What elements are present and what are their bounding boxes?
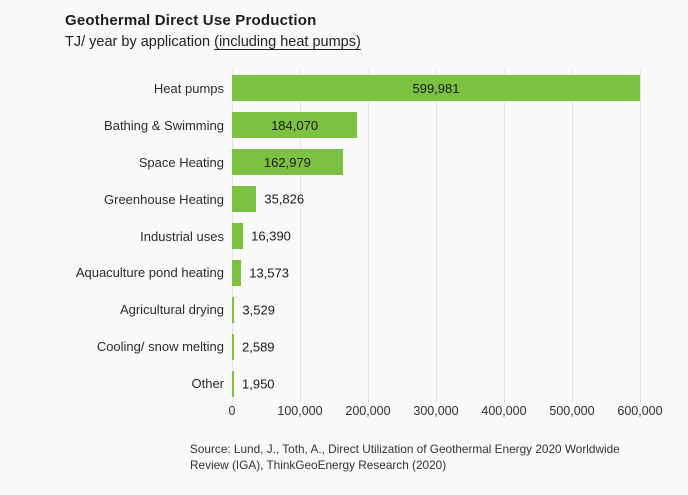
rows-layer: Heat pumps 599,981 Bathing & Swimming 184,0… xyxy=(0,70,660,402)
category-label: Bathing & Swimming xyxy=(104,117,224,133)
bar xyxy=(232,259,242,286)
bar-row: Industrial uses 16,390 xyxy=(0,218,660,255)
source-line-2: Review (IGA), ThinkGeoEnergy Research (2… xyxy=(190,457,447,472)
gridline xyxy=(504,70,505,402)
x-axis: 0 100,000 200,000 300,000 400,000 500,000 600,… xyxy=(228,404,663,424)
bar-chart: Heat pumps 599,981 Bathing & Swimming 184,0… xyxy=(0,70,688,402)
x-tick-label: 100,000 xyxy=(277,404,323,418)
category-label: Industrial uses xyxy=(140,228,224,244)
value-label: 1,950 xyxy=(242,376,275,392)
category-label: Cooling/ snow melting xyxy=(96,339,224,355)
gridline xyxy=(572,70,573,402)
x-tick-label: 200,000 xyxy=(345,404,391,418)
value-label: 184,070 xyxy=(271,117,319,133)
category-label: Greenhouse Heating xyxy=(104,191,224,207)
bar-row: Agricultural drying 3,529 xyxy=(0,291,660,328)
bar xyxy=(232,186,257,213)
value-label: 2,589 xyxy=(242,339,275,355)
bar-track: 1,950 xyxy=(232,370,660,397)
bar-track: 184,070 xyxy=(232,112,660,139)
bar-track: 2,589 xyxy=(232,333,660,360)
value-label: 162,979 xyxy=(263,154,311,170)
x-tick-label: 400,000 xyxy=(481,404,527,418)
bar: 599,981 xyxy=(232,75,640,102)
x-tick-label: 500,000 xyxy=(549,404,595,418)
bar-row: Other 1,950 xyxy=(0,365,660,402)
bar-track: 599,981 xyxy=(232,75,660,102)
category-label: Aquaculture pond heating xyxy=(75,265,224,281)
gridline xyxy=(436,70,437,402)
bar-row: Bathing & Swimming 184,070 xyxy=(0,107,660,144)
bar-track: 13,573 xyxy=(232,259,660,286)
bar-track: 35,826 xyxy=(232,186,660,213)
bar-row: Aquaculture pond heating 13,573 xyxy=(0,254,660,291)
chart-title: Geothermal Direct Use Production xyxy=(65,12,317,29)
value-label: 13,573 xyxy=(249,265,289,281)
gridline xyxy=(300,70,301,402)
value-label: 35,826 xyxy=(264,191,305,207)
bar-track: 16,390 xyxy=(232,223,660,249)
bar xyxy=(232,333,234,360)
gridline xyxy=(640,70,641,402)
bar xyxy=(232,370,234,397)
category-label: Heat pumps xyxy=(153,80,224,96)
x-tick-label: 0 xyxy=(228,404,236,418)
gridline xyxy=(368,70,369,402)
bar-track: 3,529 xyxy=(232,296,660,323)
category-label: Agricultural drying xyxy=(119,302,224,318)
bar-row: Space Heating 162,979 xyxy=(0,144,660,181)
value-label: 3,529 xyxy=(242,302,275,318)
bar xyxy=(232,223,244,249)
bar-row: Cooling/ snow melting 2,589 xyxy=(0,328,660,365)
x-tick-label: 300,000 xyxy=(413,404,459,418)
value-label: 16,390 xyxy=(251,228,291,244)
chart-subtitle: TJ/ year by application (including heat … xyxy=(65,34,361,50)
value-label: 599,981 xyxy=(412,80,460,96)
source-citation: Source: Lund, J., Toth, A., Direct Utili… xyxy=(190,442,620,474)
bar-row: Greenhouse Heating 35,826 xyxy=(0,181,660,218)
source-line-1: Source: Lund, J., Toth, A., Direct Utili… xyxy=(190,442,620,456)
bar: 162,979 xyxy=(232,149,343,176)
x-tick-label: 600,000 xyxy=(617,404,663,418)
bar: 184,070 xyxy=(232,112,358,139)
chart-header: Geothermal Direct Use Production TJ/ yea… xyxy=(65,12,361,50)
category-label: Space Heating xyxy=(138,154,224,170)
chart-subtitle-prefix: TJ/ year by application xyxy=(65,34,215,50)
bar-row: Heat pumps 599,981 xyxy=(0,70,660,107)
category-label: Other xyxy=(191,376,224,392)
chart-subtitle-underlined: (including heat pumps) xyxy=(214,34,361,50)
bar-track: 162,979 xyxy=(232,149,660,176)
bar xyxy=(232,296,235,323)
